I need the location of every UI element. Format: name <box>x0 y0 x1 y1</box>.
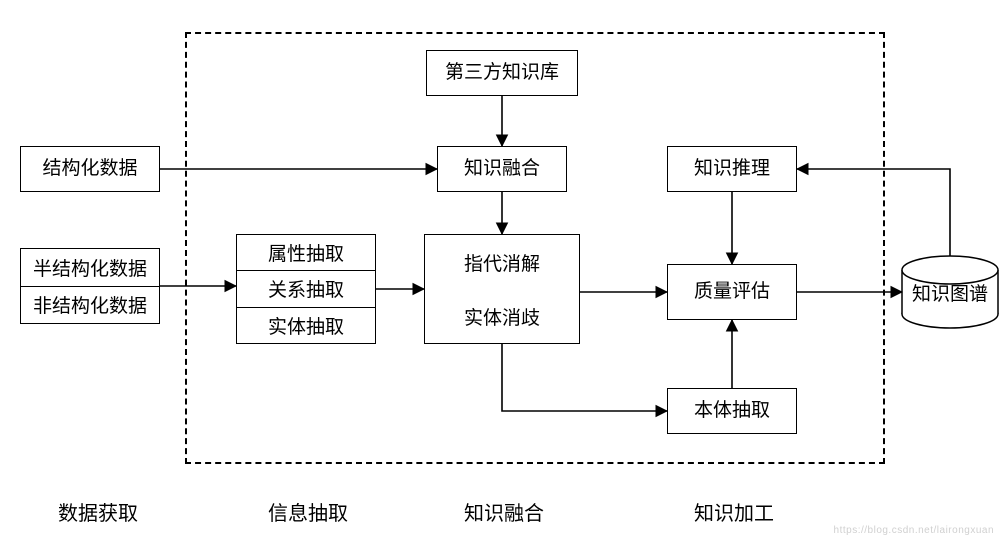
diagram-canvas: 结构化数据 半结构化数据 非结构化数据 属性抽取 关系抽取 实体抽取 第三方知识… <box>0 0 1000 542</box>
label-data-acquisition: 数据获取 <box>58 497 138 526</box>
watermark: https://blog.csdn.net/lairongxuan <box>834 525 994 536</box>
cell-semi-structured: 半结构化数据 <box>21 249 159 286</box>
node-label: 知识融合 <box>464 158 540 181</box>
node-label: 第三方知识库 <box>445 62 559 85</box>
node-label: 结构化数据 <box>42 158 137 181</box>
cell-rel-extract: 关系抽取 <box>237 270 375 306</box>
cell-disambig: 实体消歧 <box>425 289 579 343</box>
node-structured-data: 结构化数据 <box>20 146 160 192</box>
label-info-extraction: 信息抽取 <box>268 497 348 526</box>
node-info-extraction: 属性抽取 关系抽取 实体抽取 <box>236 234 376 344</box>
node-label: 本体抽取 <box>694 400 770 423</box>
node-quality-eval: 质量评估 <box>667 264 797 320</box>
node-knowledge-graph: 知识图谱 <box>902 256 998 328</box>
node-label: 知识推理 <box>694 158 770 181</box>
node-ontology-extract: 本体抽取 <box>667 388 797 434</box>
cell-unstructured: 非结构化数据 <box>21 286 159 324</box>
label-knowledge-processing: 知识加工 <box>694 497 774 526</box>
cell-coref: 指代消解 <box>425 235 579 289</box>
node-reasoning: 知识推理 <box>667 146 797 192</box>
node-third-party-kb: 第三方知识库 <box>426 50 578 96</box>
node-coref-disambig: 指代消解 实体消歧 <box>424 234 580 344</box>
label-knowledge-fusion: 知识融合 <box>464 497 544 526</box>
node-knowledge-fusion: 知识融合 <box>437 146 567 192</box>
node-label: 质量评估 <box>694 281 770 304</box>
cell-entity-extract: 实体抽取 <box>237 307 375 343</box>
svg-text:知识图谱: 知识图谱 <box>912 283 988 305</box>
node-semi-unstructured-data: 半结构化数据 非结构化数据 <box>20 248 160 324</box>
cell-attr-extract: 属性抽取 <box>237 235 375 270</box>
